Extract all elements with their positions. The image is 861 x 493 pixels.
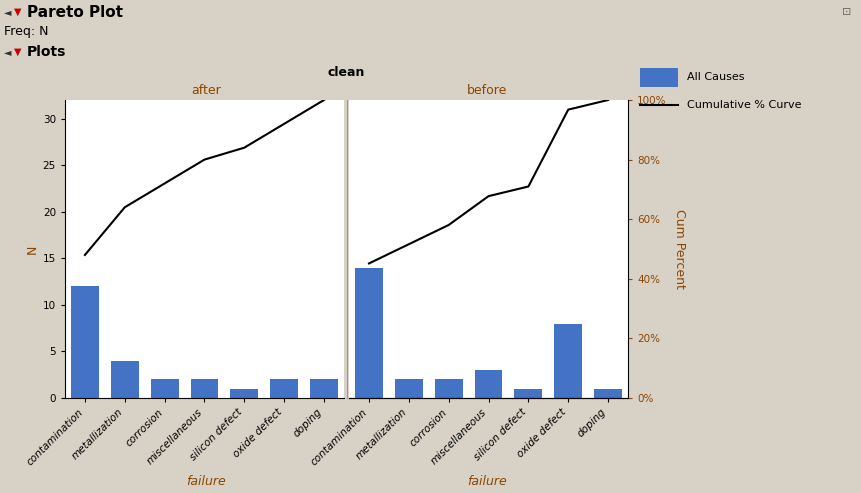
Bar: [394, 380, 422, 398]
Bar: [269, 380, 298, 398]
Y-axis label: Cum Percent: Cum Percent: [672, 209, 685, 289]
Text: Pareto Plot: Pareto Plot: [27, 4, 123, 20]
Bar: [554, 323, 581, 398]
Bar: [593, 388, 622, 398]
Text: failure: failure: [186, 475, 226, 488]
Bar: [71, 286, 99, 398]
Text: clean: clean: [327, 66, 365, 78]
Text: ▼: ▼: [14, 7, 22, 17]
Bar: [355, 268, 382, 398]
Text: Cumulative % Curve: Cumulative % Curve: [686, 100, 800, 110]
Bar: [434, 380, 462, 398]
Bar: [151, 380, 178, 398]
Bar: [310, 380, 338, 398]
Bar: [111, 361, 139, 398]
Bar: [190, 380, 218, 398]
Y-axis label: N: N: [26, 245, 39, 254]
Text: ◄: ◄: [4, 47, 11, 57]
Text: before: before: [467, 84, 507, 98]
Text: failure: failure: [467, 475, 506, 488]
Text: after: after: [190, 84, 220, 98]
Text: Plots: Plots: [27, 45, 66, 59]
Text: ▼: ▼: [14, 47, 22, 57]
Bar: [474, 370, 502, 398]
Text: Freq: N: Freq: N: [4, 26, 48, 38]
Bar: [514, 388, 542, 398]
Text: All Causes: All Causes: [686, 72, 743, 82]
Text: ◄: ◄: [4, 7, 11, 17]
FancyBboxPatch shape: [639, 68, 678, 87]
Bar: [230, 388, 258, 398]
Text: ⊡: ⊡: [841, 7, 851, 17]
